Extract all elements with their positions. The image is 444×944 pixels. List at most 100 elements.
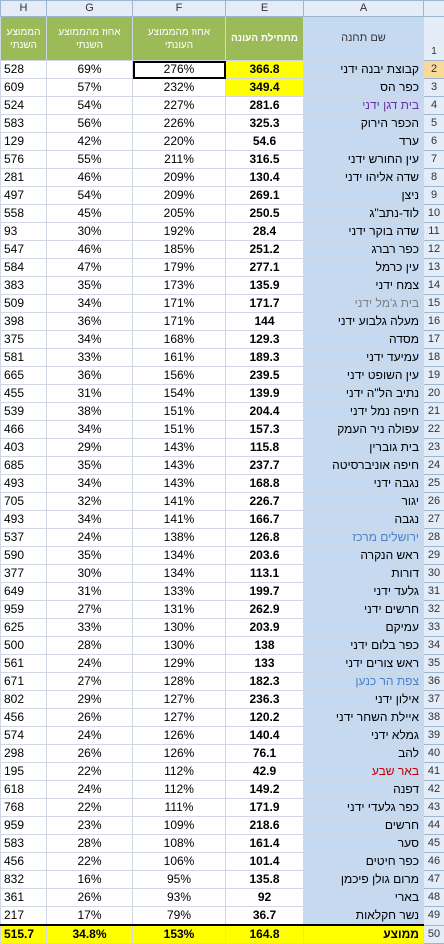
cell-annual-average[interactable]: 361 bbox=[1, 889, 47, 907]
cell-since-season-start[interactable]: 218.6 bbox=[226, 817, 304, 835]
column-header-f[interactable]: F bbox=[133, 1, 226, 17]
cell-station-name[interactable]: נגבה ידני bbox=[304, 475, 424, 493]
row-number[interactable]: 8 bbox=[424, 169, 444, 187]
row-number[interactable]: 47 bbox=[424, 871, 444, 889]
cell-pct-annual[interactable]: 36% bbox=[47, 313, 133, 331]
cell-pct-seasonal[interactable]: 143% bbox=[133, 439, 226, 457]
cell-annual-average[interactable]: 583 bbox=[1, 835, 47, 853]
cell-since-season-start[interactable]: 226.7 bbox=[226, 493, 304, 511]
cell-since-season-start[interactable]: 129.3 bbox=[226, 331, 304, 349]
cell-pct-seasonal[interactable]: 151% bbox=[133, 403, 226, 421]
cell-pct-annual[interactable]: 36% bbox=[47, 367, 133, 385]
cell-pct-seasonal[interactable]: 151% bbox=[133, 421, 226, 439]
cell-station-name[interactable]: צמח ידני bbox=[304, 277, 424, 295]
cell-since-season-start[interactable]: 166.7 bbox=[226, 511, 304, 529]
column-header-e[interactable]: E bbox=[226, 1, 304, 17]
cell-station-name[interactable]: דורות bbox=[304, 565, 424, 583]
cell-pct-seasonal[interactable]: 226% bbox=[133, 115, 226, 133]
row-number[interactable]: 3 bbox=[424, 79, 444, 97]
cell-since-season-start[interactable]: 101.4 bbox=[226, 853, 304, 871]
cell-since-season-start[interactable]: 199.7 bbox=[226, 583, 304, 601]
cell-station-name[interactable]: צפת הר כנען bbox=[304, 673, 424, 691]
cell-pct-annual[interactable]: 54% bbox=[47, 97, 133, 115]
cell-since-season-start[interactable]: 130.4 bbox=[226, 169, 304, 187]
cell-annual-average[interactable]: 576 bbox=[1, 151, 47, 169]
cell-annual-average[interactable]: 685 bbox=[1, 457, 47, 475]
cell-annual-average[interactable]: 129 bbox=[1, 133, 47, 151]
row-number[interactable]: 12 bbox=[424, 241, 444, 259]
row-number[interactable]: 45 bbox=[424, 835, 444, 853]
cell-pct-seasonal[interactable]: 220% bbox=[133, 133, 226, 151]
cell-annual-average[interactable]: 558 bbox=[1, 205, 47, 223]
row-number[interactable]: 32 bbox=[424, 601, 444, 619]
cell-pct-annual[interactable]: 23% bbox=[47, 817, 133, 835]
row-number[interactable]: 48 bbox=[424, 889, 444, 907]
cell-pct-seasonal[interactable]: 106% bbox=[133, 853, 226, 871]
header-pct-annual[interactable]: אחוז מהממוצע השנתי bbox=[47, 17, 133, 61]
cell-pct-seasonal[interactable]: 129% bbox=[133, 655, 226, 673]
cell-pct-seasonal[interactable]: 109% bbox=[133, 817, 226, 835]
cell-annual-average[interactable]: 537 bbox=[1, 529, 47, 547]
cell-annual-average[interactable]: 500 bbox=[1, 637, 47, 655]
cell-since-season-start[interactable]: 36.7 bbox=[226, 907, 304, 926]
cell-pct-annual[interactable]: 47% bbox=[47, 259, 133, 277]
cell-station-name[interactable]: כפר חיטים bbox=[304, 853, 424, 871]
cell-annual-average[interactable]: 539 bbox=[1, 403, 47, 421]
avg-pct-seasonal[interactable]: 153% bbox=[133, 925, 226, 944]
cell-pct-annual[interactable]: 35% bbox=[47, 547, 133, 565]
cell-pct-seasonal[interactable]: 205% bbox=[133, 205, 226, 223]
cell-pct-seasonal[interactable]: 126% bbox=[133, 727, 226, 745]
row-number[interactable]: 30 bbox=[424, 565, 444, 583]
cell-pct-seasonal[interactable]: 112% bbox=[133, 763, 226, 781]
cell-pct-annual[interactable]: 57% bbox=[47, 79, 133, 97]
cell-since-season-start[interactable]: 42.9 bbox=[226, 763, 304, 781]
cell-pct-seasonal[interactable]: 232% bbox=[133, 79, 226, 97]
cell-since-season-start[interactable]: 251.2 bbox=[226, 241, 304, 259]
cell-annual-average[interactable]: 497 bbox=[1, 187, 47, 205]
cell-station-name[interactable]: ירושלים מרכז bbox=[304, 529, 424, 547]
cell-annual-average[interactable]: 609 bbox=[1, 79, 47, 97]
cell-pct-annual[interactable]: 33% bbox=[47, 619, 133, 637]
cell-pct-annual[interactable]: 34% bbox=[47, 511, 133, 529]
row-number[interactable]: 5 bbox=[424, 115, 444, 133]
cell-station-name[interactable]: חיפה אוניברסיטה bbox=[304, 457, 424, 475]
cell-pct-seasonal[interactable]: 168% bbox=[133, 331, 226, 349]
cell-station-name[interactable]: בית גוברין bbox=[304, 439, 424, 457]
cell-pct-annual[interactable]: 26% bbox=[47, 709, 133, 727]
cell-pct-seasonal[interactable]: 138% bbox=[133, 529, 226, 547]
cell-annual-average[interactable]: 455 bbox=[1, 385, 47, 403]
cell-pct-seasonal[interactable]: 111% bbox=[133, 799, 226, 817]
cell-pct-seasonal[interactable]: 79% bbox=[133, 907, 226, 926]
cell-station-name[interactable]: שדה בוקר ידני bbox=[304, 223, 424, 241]
avg-since-season-start[interactable]: 164.8 bbox=[226, 925, 304, 944]
cell-station-name[interactable]: עמיעד ידני bbox=[304, 349, 424, 367]
cell-station-name[interactable]: כפר רברג bbox=[304, 241, 424, 259]
cell-annual-average[interactable]: 456 bbox=[1, 853, 47, 871]
column-header-h[interactable]: H bbox=[1, 1, 47, 17]
cell-pct-annual[interactable]: 34% bbox=[47, 331, 133, 349]
cell-annual-average[interactable]: 524 bbox=[1, 97, 47, 115]
cell-since-season-start[interactable]: 366.8 bbox=[226, 61, 304, 79]
cell-since-season-start[interactable]: 237.7 bbox=[226, 457, 304, 475]
cell-since-season-start[interactable]: 281.6 bbox=[226, 97, 304, 115]
cell-annual-average[interactable]: 671 bbox=[1, 673, 47, 691]
row-number[interactable]: 27 bbox=[424, 511, 444, 529]
cell-pct-seasonal[interactable]: 227% bbox=[133, 97, 226, 115]
cell-since-season-start[interactable]: 203.9 bbox=[226, 619, 304, 637]
cell-pct-annual[interactable]: 33% bbox=[47, 349, 133, 367]
row-number[interactable]: 38 bbox=[424, 709, 444, 727]
cell-since-season-start[interactable]: 269.1 bbox=[226, 187, 304, 205]
cell-since-season-start[interactable]: 149.2 bbox=[226, 781, 304, 799]
cell-station-name[interactable]: מרום גולן פיכמן bbox=[304, 871, 424, 889]
row-number[interactable]: 22 bbox=[424, 421, 444, 439]
cell-annual-average[interactable]: 195 bbox=[1, 763, 47, 781]
cell-pct-seasonal[interactable]: 131% bbox=[133, 601, 226, 619]
column-header-a[interactable]: A bbox=[304, 1, 424, 17]
cell-pct-annual[interactable]: 34% bbox=[47, 475, 133, 493]
cell-station-name[interactable]: בית דגן ידני bbox=[304, 97, 424, 115]
cell-pct-annual[interactable]: 35% bbox=[47, 457, 133, 475]
cell-annual-average[interactable]: 281 bbox=[1, 169, 47, 187]
cell-since-season-start[interactable]: 139.9 bbox=[226, 385, 304, 403]
cell-since-season-start[interactable]: 239.5 bbox=[226, 367, 304, 385]
cell-annual-average[interactable]: 509 bbox=[1, 295, 47, 313]
